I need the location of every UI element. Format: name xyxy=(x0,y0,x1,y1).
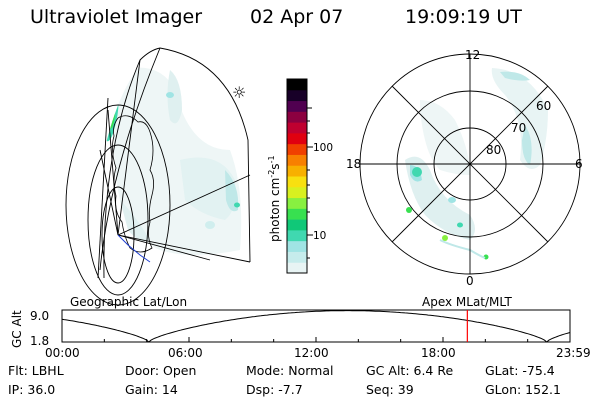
mlt-label-0: 0 xyxy=(466,274,474,288)
colorbar-cell xyxy=(287,132,307,145)
colorbar-cell xyxy=(287,186,307,199)
app-title: Ultraviolet Imager xyxy=(30,6,203,28)
auroral-emission-left xyxy=(105,67,242,255)
coastline xyxy=(112,115,154,253)
colorbar-unit-label: photon cm-2s-1 xyxy=(267,155,282,242)
info-panel: Flt: LBHL IP: 36.0 Door: Open Gain: 14 M… xyxy=(8,363,561,397)
lat-label-60: 60 xyxy=(536,99,551,113)
colorbar-cell xyxy=(287,208,307,220)
geo-grid xyxy=(65,47,251,306)
xtick-1200: 12:00 xyxy=(294,346,329,360)
colorbar-cell xyxy=(287,143,307,155)
left-plot-label: Geographic Lat/Lon xyxy=(70,295,187,309)
info-mode: Mode: Normal xyxy=(246,363,333,378)
auroral-emission-right xyxy=(405,68,548,260)
altitude-plot: Geographic Lat/Lon Apex MLat/MLT GC Alt … xyxy=(10,295,591,360)
sun-icon: ☼ xyxy=(232,83,246,102)
colorbar-cell xyxy=(287,79,307,91)
colorbar-cell xyxy=(287,89,307,102)
colorbar-cell xyxy=(287,111,307,123)
colorbar-cell xyxy=(287,122,307,134)
xtick-0600: 06:00 xyxy=(168,346,203,360)
xtick-0000: 00:00 xyxy=(45,346,80,360)
mlt-label-12: 12 xyxy=(465,48,480,62)
info-dsp: Dsp: -7.7 xyxy=(246,382,303,397)
polar-plot: 12 18 6 0 60 70 80 xyxy=(346,48,583,288)
ytick-1-8: 1.8 xyxy=(30,334,49,348)
colorbar-cell xyxy=(287,229,307,242)
info-ip: IP: 36.0 xyxy=(8,382,55,397)
colorbar-cell xyxy=(287,240,307,252)
colorbar-cell xyxy=(287,197,307,209)
info-door: Door: Open xyxy=(125,363,196,378)
colorbar-cell xyxy=(287,165,307,177)
xtick-1800: 18:00 xyxy=(421,346,456,360)
colorbar-cell xyxy=(287,251,307,263)
geographic-map: ☼ xyxy=(65,47,251,306)
colorbar-tick-100: 100 xyxy=(313,142,333,154)
colorbar-ticks xyxy=(307,107,313,259)
lat-label-70: 70 xyxy=(511,121,526,135)
info-glat: GLat: -75.4 xyxy=(485,363,555,378)
right-plot-label: Apex MLat/MLT xyxy=(422,295,512,309)
info-seq: Seq: 39 xyxy=(366,382,414,397)
info-filter: Flt: LBHL xyxy=(8,363,64,378)
mlt-label-6: 6 xyxy=(575,157,583,171)
colorbar-cell xyxy=(287,219,307,231)
lat-label-80: 80 xyxy=(486,143,501,157)
colorbar-cell xyxy=(287,154,307,166)
info-gain: Gain: 14 xyxy=(125,382,178,397)
ytick-9: 9.0 xyxy=(30,309,49,323)
colorbar-tick-10: 10 xyxy=(313,230,326,242)
info-glon: GLon: 152.1 xyxy=(485,382,561,397)
polar-grid xyxy=(359,53,581,275)
colorbar-cell xyxy=(287,100,307,112)
track-line xyxy=(117,234,151,263)
time-label: 19:09:19 UT xyxy=(405,6,522,28)
altitude-axis-label: GC Alt xyxy=(10,310,24,348)
info-gc-alt: GC Alt: 6.4 Re xyxy=(366,363,453,378)
colorbar-cell xyxy=(287,262,307,274)
colorbar: 100 10 photon cm-2s-1 xyxy=(267,78,333,274)
xtick-2359: 23:59 xyxy=(556,346,591,360)
colorbar-cell xyxy=(287,176,307,188)
date-label: 02 Apr 07 xyxy=(250,6,344,28)
mlt-label-18: 18 xyxy=(346,157,361,171)
